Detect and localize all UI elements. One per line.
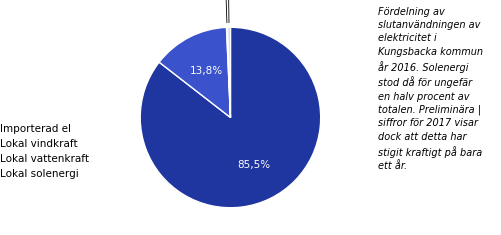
Text: 85,5%: 85,5% xyxy=(237,160,270,169)
Wedge shape xyxy=(140,27,321,208)
Text: 0,5%: 0,5% xyxy=(215,0,241,23)
Legend: Importerad el, Lokal vindkraft, Lokal vattenkraft, Lokal solenergi: Importerad el, Lokal vindkraft, Lokal va… xyxy=(0,121,91,181)
Text: Fördelning av
slutanvändningen av
elektricitet i
Kungsbacka kommun
år 2016. Sole: Fördelning av slutanvändningen av elektr… xyxy=(378,7,483,171)
Wedge shape xyxy=(226,27,230,118)
Text: 13,8%: 13,8% xyxy=(190,66,223,76)
Text: 0,2%: 0,2% xyxy=(212,0,239,23)
Wedge shape xyxy=(159,27,230,118)
Wedge shape xyxy=(227,27,230,118)
